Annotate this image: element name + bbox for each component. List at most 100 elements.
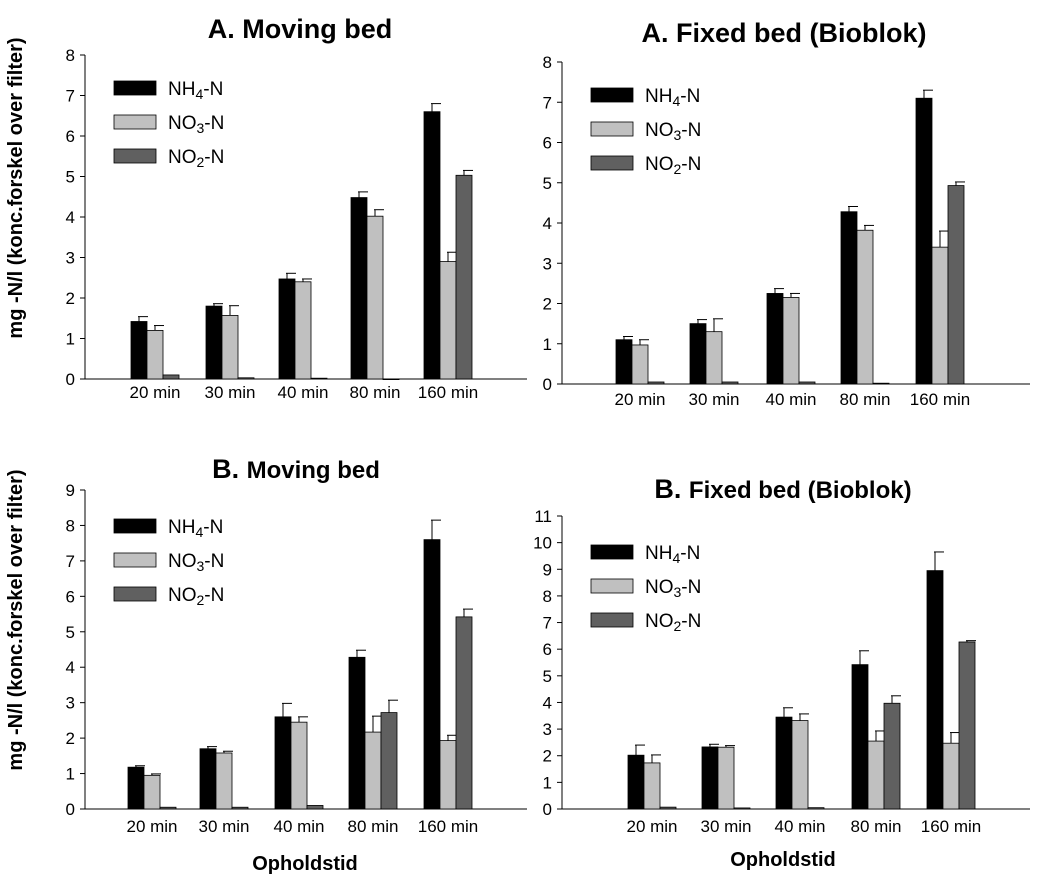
bar-no3-n <box>705 331 723 385</box>
bar-no3-n <box>221 315 239 380</box>
bar-no2-n <box>455 174 473 380</box>
y-tick-label: 1 <box>66 330 75 349</box>
bar-no2-n <box>380 712 398 810</box>
x-tick-label: 160 min <box>418 817 478 836</box>
bar-no2-n <box>455 616 473 810</box>
chart-title: A. Fixed bed (Bioblok) <box>641 18 926 48</box>
y-tick-label: 0 <box>543 375 552 394</box>
y-tick-label: 4 <box>543 214 552 233</box>
y-tick-label: 10 <box>533 534 552 553</box>
bar-no3-n <box>146 329 164 380</box>
bar-no3-n <box>294 281 312 380</box>
x-tick-label: 160 min <box>910 390 970 409</box>
bar-no2-n <box>883 702 901 810</box>
y-axis-label-top: mg -N/l (konc.forskel over filter) <box>5 37 27 338</box>
bar-no2-n <box>237 377 255 380</box>
bar-no2-n <box>310 377 328 380</box>
bar-no2-n <box>947 185 965 385</box>
x-tick-label: 20 min <box>626 817 677 836</box>
x-tick-label: 160 min <box>921 817 981 836</box>
bar-nh4-n <box>627 754 645 810</box>
bar-no3-n <box>856 229 874 385</box>
legend-swatch <box>113 586 157 602</box>
bar-no3-n <box>290 721 308 810</box>
x-axis-label: Opholdstid <box>730 849 836 871</box>
legend-swatch <box>590 544 634 560</box>
y-tick-label: 3 <box>66 249 75 268</box>
legend-swatch <box>590 121 634 137</box>
y-tick-label: 3 <box>66 694 75 713</box>
bar-nh4-n <box>423 539 441 810</box>
y-tick-label: 7 <box>543 93 552 112</box>
bar-no2-n <box>872 382 890 385</box>
y-tick-label: 1 <box>543 335 552 354</box>
bar-no3-n <box>782 297 800 385</box>
legend-entry: NO2-N <box>168 147 224 170</box>
x-tick-label: 30 min <box>700 817 751 836</box>
bar-nh4-n <box>766 293 784 385</box>
bar-nh4-n <box>348 656 366 810</box>
legend-swatch <box>590 578 634 594</box>
bar-no2-n <box>659 806 677 810</box>
x-tick-label: 30 min <box>688 390 739 409</box>
legend-entry: NO3-N <box>645 120 701 143</box>
bar-nh4-n <box>615 339 633 385</box>
legend-entry: NO2-N <box>645 611 701 634</box>
bar-no3-n <box>942 742 960 810</box>
bar-no3-n <box>215 752 233 810</box>
y-tick-label: 1 <box>543 773 552 792</box>
chart-b-moving-bed: 0 1 2 3 4 5 6 7 8 9 B. Moving bed 20 min 30 min 40 mi… <box>66 454 527 875</box>
bar-nh4-n <box>851 664 869 810</box>
y-tick-label: 9 <box>66 481 75 500</box>
bar-no3-n <box>931 246 949 385</box>
y-tick-label: 7 <box>543 614 552 633</box>
bar-nh4-n <box>423 111 441 380</box>
bar-no3-n <box>364 731 382 810</box>
y-tick-label: 6 <box>543 640 552 659</box>
bar-no3-n <box>366 215 384 380</box>
x-tick-label: 40 min <box>273 817 324 836</box>
bar-no2-n <box>162 374 180 380</box>
y-tick-label: 4 <box>66 208 75 227</box>
x-tick-label: 80 min <box>850 817 901 836</box>
bar-no3-n <box>631 344 649 385</box>
x-tick-label: 80 min <box>349 383 400 402</box>
y-tick-label: 6 <box>66 127 75 146</box>
bar-nh4-n <box>205 305 223 380</box>
x-axis-label: Opholdstid <box>252 853 358 875</box>
chart-a-fixed-bed: 0 1 2 3 4 5 6 7 8 A. Fixed bed (Bioblok) 20 min 30 … <box>543 18 1030 409</box>
legend-swatch <box>113 552 157 568</box>
bar-no2-n <box>733 807 751 810</box>
bar-no2-n <box>807 807 825 810</box>
legend-entry: NO3-N <box>168 551 224 574</box>
bar-nh4-n <box>701 746 719 810</box>
bar-nh4-n <box>350 197 368 380</box>
legend-entry: NO3-N <box>168 113 224 136</box>
x-tick-label: 40 min <box>277 383 328 402</box>
legend-entry: NO2-N <box>645 154 701 177</box>
legend-entry: NH4-N <box>645 543 700 566</box>
bar-no2-n <box>159 806 177 810</box>
y-tick-label: 6 <box>543 134 552 153</box>
y-tick-label: 2 <box>543 747 552 766</box>
legend-entry: NH4-N <box>168 517 223 540</box>
y-tick-label: 5 <box>66 168 75 187</box>
bar-nh4-n <box>915 97 933 385</box>
bar-no2-n <box>721 381 739 385</box>
legend-swatch <box>113 80 157 96</box>
legend-swatch <box>590 87 634 103</box>
x-tick-label: 20 min <box>126 817 177 836</box>
y-tick-label: 5 <box>66 623 75 642</box>
legend-swatch <box>590 612 634 628</box>
x-tick-label: 20 min <box>129 383 180 402</box>
bar-no2-n <box>647 381 665 385</box>
y-tick-label: 3 <box>543 254 552 273</box>
chart-title: B. Fixed bed (Bioblok) <box>654 474 911 504</box>
y-tick-label: 5 <box>543 174 552 193</box>
legend-entry: NO3-N <box>645 577 701 600</box>
legend-entry: NO2-N <box>168 585 224 608</box>
x-tick-label: 80 min <box>347 817 398 836</box>
bar-no3-n <box>143 774 161 810</box>
bar-no2-n <box>306 805 324 810</box>
